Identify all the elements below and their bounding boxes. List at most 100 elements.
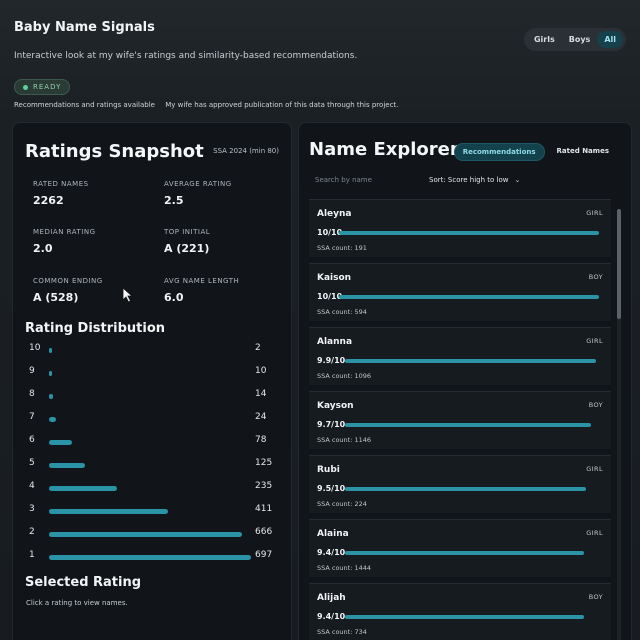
scrollbar[interactable] — [617, 209, 621, 640]
stat-value: A (528) — [33, 291, 79, 304]
distribution-count: 125 — [255, 458, 273, 468]
snapshot-note: SSA 2024 (min 80) — [213, 147, 279, 155]
distribution-rating-label: 5 — [29, 458, 35, 468]
distribution-row-1[interactable]: 1 697 — [13, 550, 293, 564]
distribution-count: 10 — [255, 366, 267, 376]
distribution-bar-track — [49, 371, 251, 376]
search-input[interactable] — [315, 176, 415, 184]
name-card[interactable]: Aleyna GIRL 10/10 SSA count: 191 — [309, 199, 611, 257]
distribution-row-8[interactable]: 8 14 — [13, 389, 293, 403]
distribution-bar-track — [49, 532, 251, 537]
name-card-gender: BOY — [588, 593, 603, 601]
tab-rated-names[interactable]: Rated Names — [556, 147, 609, 155]
distribution-bar — [49, 555, 251, 560]
name-card-ssa-count: SSA count: 1146 — [317, 436, 372, 444]
name-card[interactable]: Alaina GIRL 9.4/10 SSA count: 1444 — [309, 519, 611, 577]
distribution-row-9[interactable]: 9 10 — [13, 366, 293, 380]
name-card[interactable]: Alanna GIRL 9.9/10 SSA count: 1096 — [309, 327, 611, 385]
explorer-panel: Name Explorer Recommendations Rated Name… — [298, 122, 632, 640]
sort-label: Sort: Score high to low — [429, 176, 509, 184]
name-card[interactable]: Alijah BOY 9.4/10 SSA count: 734 — [309, 583, 611, 640]
name-card-score-bar — [345, 359, 597, 363]
header: Baby Name Signals Interactive look at my… — [14, 20, 626, 61]
name-card[interactable]: Rubi GIRL 9.5/10 SSA count: 224 — [309, 455, 611, 513]
name-card-gender: GIRL — [586, 337, 603, 345]
name-card-name: Alanna — [317, 337, 353, 347]
distribution-bar-track — [49, 440, 251, 445]
name-card[interactable]: Kaison BOY 10/10 SSA count: 594 — [309, 263, 611, 321]
distribution-row-7[interactable]: 7 24 — [13, 412, 293, 426]
name-card-name: Aleyna — [317, 209, 352, 219]
distribution-count: 78 — [255, 435, 267, 445]
distribution-count: 235 — [255, 481, 273, 491]
name-card-score-bar — [345, 423, 592, 427]
stat-top-initial: TOP INITIAL A (221) — [164, 228, 210, 255]
distribution-rating-label: 3 — [29, 504, 35, 514]
distribution-rating-label: 9 — [29, 366, 35, 376]
distribution-bar — [49, 463, 86, 468]
distribution-bar — [49, 532, 243, 537]
scrollbar-thumb[interactable] — [617, 209, 621, 319]
distribution-bar-track — [49, 555, 251, 560]
distribution-bar-track — [49, 509, 251, 514]
selected-rating-title: Selected Rating — [25, 575, 142, 590]
distribution-row-10[interactable]: 10 2 — [13, 343, 293, 357]
filter-all-button[interactable]: All — [597, 31, 623, 48]
distribution-row-3[interactable]: 3 411 — [13, 504, 293, 518]
name-card-score: 9.5/10 — [317, 484, 346, 493]
filter-boys-button[interactable]: Boys — [568, 35, 591, 44]
stat-value: 2.0 — [33, 242, 53, 255]
stat-rated-names: RATED NAMES 2262 — [33, 180, 89, 207]
mouse-cursor-icon — [122, 287, 134, 303]
stat-common-ending: COMMON ENDING A (528) — [33, 277, 103, 304]
status-dot-icon — [23, 84, 28, 90]
name-card-name: Rubi — [317, 465, 340, 475]
distribution-bar — [49, 417, 56, 422]
chevron-down-icon: ⌄ — [514, 176, 521, 184]
distribution-row-4[interactable]: 4 235 — [13, 481, 293, 495]
name-card-ssa-count: SSA count: 734 — [317, 628, 367, 636]
distribution-row-6[interactable]: 6 78 — [13, 435, 293, 449]
name-card-gender: GIRL — [586, 209, 603, 217]
name-card-ssa-count: SSA count: 191 — [317, 244, 367, 252]
distribution-count: 24 — [255, 412, 267, 422]
name-card-name: Kayson — [317, 401, 354, 411]
distribution-rating-label: 8 — [29, 389, 35, 399]
distribution-row-2[interactable]: 2 666 — [13, 527, 293, 541]
name-card-ssa-count: SSA count: 1444 — [317, 564, 372, 572]
name-card-score-bar — [339, 295, 599, 299]
distribution-bar-track — [49, 463, 251, 468]
distribution-bar — [49, 509, 169, 514]
stat-median-rating: MEDIAN RATING 2.0 — [33, 228, 96, 255]
stat-label: AVG NAME LENGTH — [164, 277, 240, 285]
explorer-tabs: Recommendations Rated Names — [453, 143, 617, 161]
distribution-count: 666 — [255, 527, 273, 537]
name-card-score: 10/10 — [317, 228, 343, 237]
distribution-bar-track — [49, 394, 251, 399]
stat-value: 2.5 — [164, 194, 184, 207]
tab-recommendations[interactable]: Recommendations — [453, 143, 545, 161]
distribution-count: 697 — [255, 550, 273, 560]
name-card-name: Alijah — [317, 593, 346, 603]
filter-girls-button[interactable]: Girls — [533, 35, 555, 44]
gender-filter: Girls Boys All — [523, 28, 626, 51]
distribution-rating-label: 1 — [29, 550, 35, 560]
distribution-bar — [49, 371, 52, 376]
distribution-count: 2 — [255, 343, 261, 353]
name-card-name: Kaison — [317, 273, 352, 283]
distribution-bar-track — [49, 417, 251, 422]
sort-select[interactable]: Sort: Score high to low ⌄ — [429, 176, 520, 184]
stat-avg-name-length: AVG NAME LENGTH 6.0 — [164, 277, 239, 304]
distribution-bar-track — [49, 486, 251, 491]
distribution-count: 411 — [255, 504, 273, 514]
stat-label: TOP INITIAL — [164, 228, 211, 236]
name-card-gender: BOY — [588, 273, 603, 281]
name-card-score: 10/10 — [317, 292, 343, 301]
name-card[interactable]: Kayson BOY 9.7/10 SSA count: 1146 — [309, 391, 611, 449]
distribution-bar — [49, 348, 52, 353]
distribution-count: 14 — [255, 389, 267, 399]
status-text: READY — [33, 83, 62, 91]
name-card-score-bar — [345, 615, 584, 619]
distribution-row-5[interactable]: 5 125 — [13, 458, 293, 472]
